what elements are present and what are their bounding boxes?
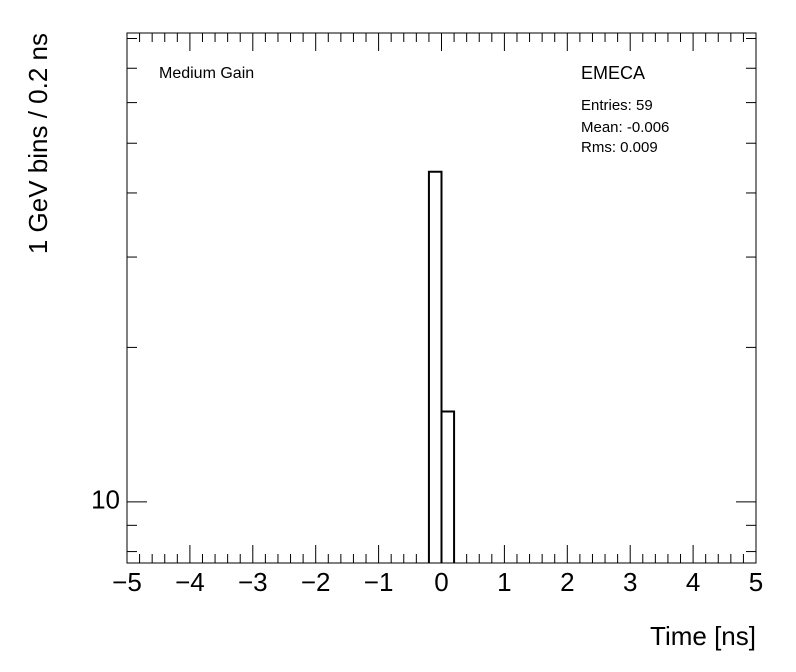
x-tick-label: 5 [749, 567, 763, 597]
annotation: Mean: -0.006 [581, 119, 669, 136]
y-axis-label: 1 GeV bins / 0.2 ns [23, 33, 53, 254]
x-tick-label: 2 [560, 567, 574, 597]
x-tick-label: −3 [238, 567, 268, 597]
y-tick-label: 10 [91, 485, 120, 515]
x-tick-label: 4 [686, 567, 700, 597]
x-axis-label: Time [ns] [650, 621, 756, 651]
annotation: EMECA [581, 63, 645, 83]
annotation: Medium Gain [159, 65, 254, 82]
histogram-bar [427, 170, 443, 563]
x-tick-label: 3 [623, 567, 637, 597]
x-tick-label: −5 [112, 567, 142, 597]
x-tick-label: −2 [301, 567, 331, 597]
x-tick-label: 1 [497, 567, 511, 597]
histogram-bar [440, 410, 456, 563]
annotation: Entries: 59 [581, 97, 653, 114]
x-tick-label: −4 [175, 567, 205, 597]
x-tick-label: −1 [364, 567, 394, 597]
annotation: Rms: 0.009 [581, 139, 658, 156]
x-tick-label: 0 [434, 567, 448, 597]
